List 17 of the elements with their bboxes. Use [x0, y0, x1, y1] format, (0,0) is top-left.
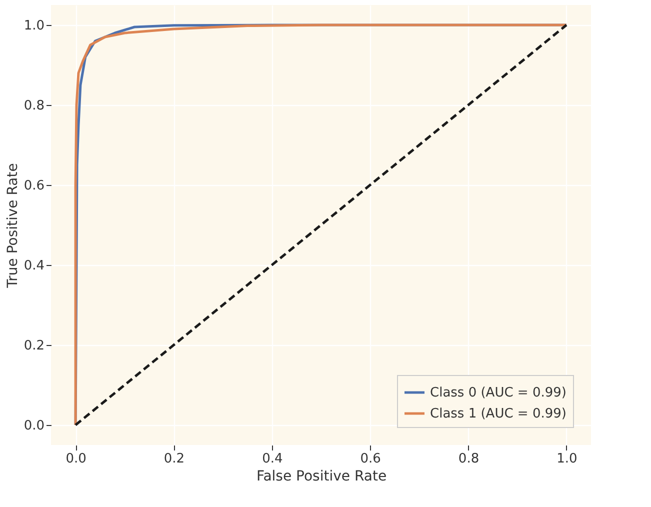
line-series: [74, 24, 568, 426]
y-tick-label: 0.6: [24, 178, 44, 194]
legend-label: Class 1 (AUC = 0.99): [430, 406, 566, 422]
x-tick-label: 1.0: [556, 452, 578, 466]
y-axis-title: True Positive Rate: [4, 163, 21, 289]
y-tick-label: 0.2: [24, 338, 44, 354]
legend-label: Class 0 (AUC = 0.99): [430, 386, 566, 400]
x-axis-title: False Positive Rate: [256, 468, 387, 484]
x-tick-label: 0.6: [360, 452, 381, 466]
y-tick-label: 1.0: [24, 18, 44, 34]
y-tick-label: 0.0: [24, 418, 44, 434]
x-tick-label: 0.8: [458, 452, 480, 466]
x-tick-label: 0.0: [66, 452, 86, 466]
x-tick-label: 0.4: [262, 452, 283, 466]
y-tick-label: 0.4: [24, 258, 44, 274]
x-tick-label: 0.2: [164, 452, 185, 466]
y-tick-label: 0.8: [24, 98, 44, 114]
